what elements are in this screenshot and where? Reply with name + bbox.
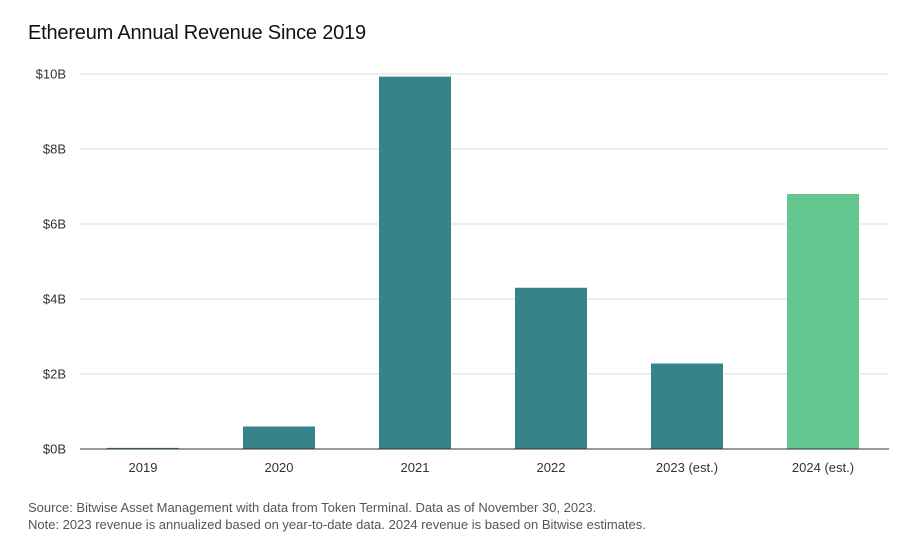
- y-tick-label: $10B: [36, 67, 66, 82]
- x-tick-label: 2022: [537, 460, 566, 475]
- gridlines: [80, 73, 889, 375]
- y-tick-label: $8B: [43, 142, 66, 157]
- bars: [107, 76, 859, 449]
- chart-title: Ethereum Annual Revenue Since 2019: [28, 22, 366, 44]
- x-tick-label: 2023 (est.): [656, 460, 718, 475]
- x-tick-label: 2024 (est.): [792, 460, 854, 475]
- bar-2019: [107, 447, 179, 449]
- bar-chart: $0B $2B $4B $6B $8B $10B 2019 2020 2021 2022 2023…: [36, 67, 889, 475]
- footnote: Note: 2023 revenue is annualized based o…: [28, 517, 646, 532]
- x-axis-tick-labels: 2019 2020 2021 2022 2023 (est.) 2024 (est.): [129, 460, 855, 475]
- x-tick-label: 2019: [129, 460, 158, 475]
- y-axis-tick-labels: $0B $2B $4B $6B $8B $10B: [36, 67, 66, 457]
- y-tick-label: $2B: [43, 367, 66, 382]
- bar-2024-est: [787, 194, 859, 449]
- x-tick-label: 2020: [265, 460, 294, 475]
- bar-2021: [379, 76, 451, 449]
- bar-2022: [515, 287, 587, 449]
- bar-2023-est: [651, 363, 723, 449]
- y-tick-label: $4B: [43, 292, 66, 307]
- source-note: Source: Bitwise Asset Management with da…: [28, 500, 597, 515]
- y-tick-label: $6B: [43, 217, 66, 232]
- bar-2020: [243, 426, 315, 449]
- y-tick-label: $0B: [43, 442, 66, 457]
- x-tick-label: 2021: [401, 460, 430, 475]
